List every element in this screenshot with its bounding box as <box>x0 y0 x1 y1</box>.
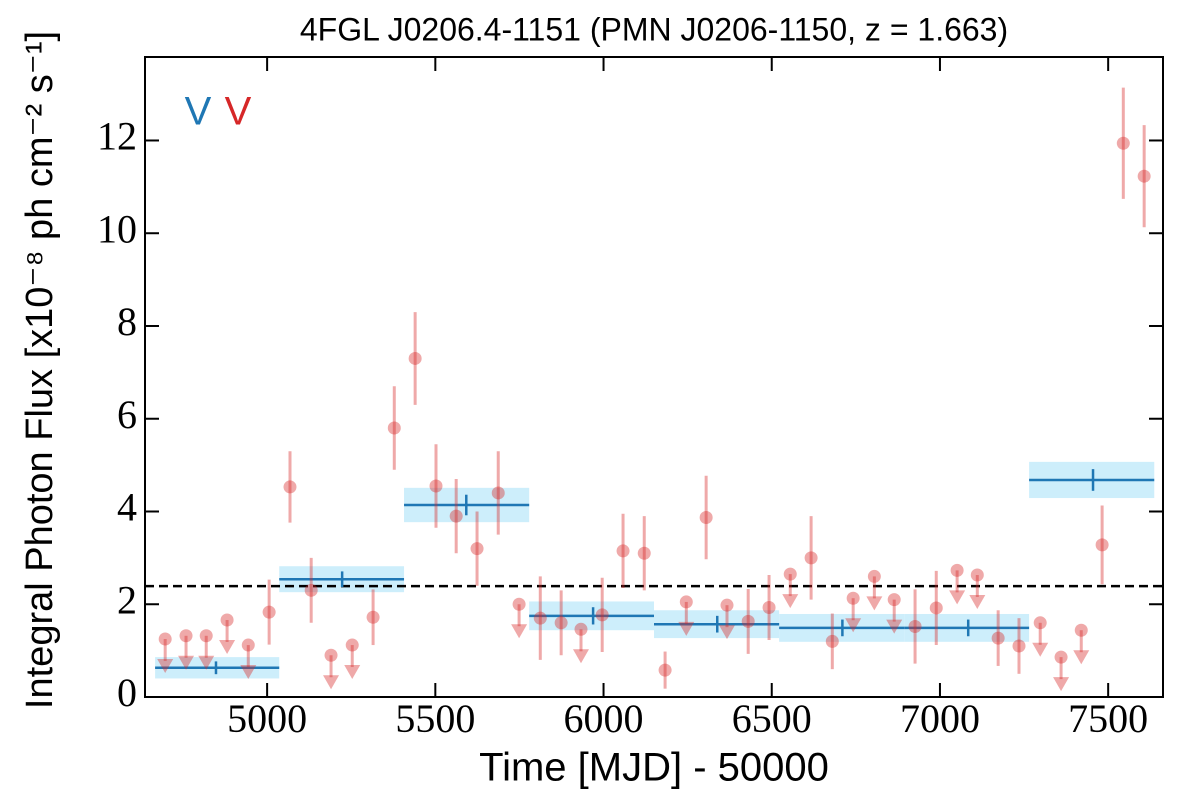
x-tick-label: 6500 <box>732 696 812 741</box>
data-point <box>449 509 463 523</box>
data-point <box>366 610 380 624</box>
data-point <box>825 634 839 648</box>
data-point <box>554 616 568 630</box>
upper-limit-point <box>179 629 193 643</box>
upper-limit-arrow <box>866 596 883 611</box>
data-point <box>408 351 422 365</box>
upper-limit-arrow <box>782 594 799 609</box>
upper-limit-point <box>1054 650 1068 664</box>
upper-limit-point <box>846 591 860 605</box>
data-point <box>1116 136 1130 150</box>
data-point <box>1137 169 1151 183</box>
x-tick-label: 7500 <box>1068 696 1148 741</box>
upper-limit-arrow <box>240 665 257 680</box>
y-tick-label: 12 <box>97 114 137 159</box>
data-point <box>616 544 630 558</box>
upper-limit-arrow <box>678 621 695 636</box>
y-tick-label: 2 <box>117 577 137 622</box>
upper-limit-point <box>199 629 213 643</box>
upper-limit-point <box>1074 623 1088 637</box>
data-point <box>304 583 318 597</box>
upper-limit-arrow <box>1073 650 1090 665</box>
x-tick-label: 5000 <box>227 696 307 741</box>
upper-limit-point <box>345 638 359 652</box>
data-point <box>1095 538 1109 552</box>
upper-limit-point <box>970 568 984 582</box>
y-tick-label: 0 <box>117 670 137 715</box>
upper-limit-point <box>1033 616 1047 630</box>
data-point <box>991 631 1005 645</box>
upper-limit-arrow <box>969 595 986 610</box>
upper-limit-arrow <box>886 619 903 634</box>
y-tick-label: 10 <box>97 206 137 251</box>
upper-limit-point <box>950 563 964 577</box>
x-axis-label: Time [MJD] - 50000 <box>479 746 829 790</box>
y-tick-label: 8 <box>117 299 137 344</box>
upper-limit-arrow <box>344 665 361 680</box>
upper-limit-arrow <box>157 659 174 674</box>
upper-limit-point <box>512 597 526 611</box>
data-point <box>387 421 401 435</box>
data-point <box>491 486 505 500</box>
data-point <box>533 611 547 625</box>
upper-limit-point <box>679 595 693 609</box>
data-point <box>762 600 776 614</box>
data-point <box>908 620 922 634</box>
chart-title: 4FGL J0206.4-1151 (PMN J0206-1150, z = 1… <box>300 11 1008 47</box>
x-tick-label: 7000 <box>900 696 980 741</box>
upper-limit-arrow <box>845 618 862 633</box>
data-point <box>741 614 755 628</box>
upper-limit-arrow <box>719 625 736 640</box>
upper-limit-point <box>241 638 255 652</box>
upper-limit-arrow <box>949 590 966 605</box>
upper-limit-point <box>158 632 172 646</box>
y-tick-label: 6 <box>117 392 137 437</box>
x-tick-label: 5500 <box>395 696 475 741</box>
upper-limit-arrow <box>1053 677 1070 692</box>
legend-entry: V <box>185 90 212 134</box>
upper-limit-point <box>887 593 901 607</box>
upper-limit-point <box>324 648 338 662</box>
upper-limit-point <box>574 622 588 636</box>
data-point <box>637 546 651 560</box>
data-point <box>804 551 818 565</box>
upper-limit-arrow <box>1032 642 1049 657</box>
data-point <box>262 605 276 619</box>
y-tick-label: 4 <box>117 485 137 530</box>
plot-frame <box>144 56 1164 698</box>
x-tick-label: 6000 <box>564 696 644 741</box>
y-axis-label: Integral Photon Flux [x10⁻⁸ ph cm⁻² s⁻¹] <box>19 31 61 709</box>
legend-entry: V <box>225 90 252 134</box>
data-point <box>470 542 484 556</box>
data-point <box>429 479 443 493</box>
upper-limit-arrow <box>511 624 528 639</box>
upper-limit-point <box>720 598 734 612</box>
upper-limit-point <box>783 567 797 581</box>
upper-limit-arrow <box>178 655 195 670</box>
upper-limit-arrow <box>572 649 589 664</box>
data-point <box>595 608 609 622</box>
upper-limit-arrow <box>219 640 236 655</box>
data-point <box>699 511 713 525</box>
data-point <box>283 480 297 494</box>
upper-limit-point <box>220 613 234 627</box>
upper-limit-point <box>867 569 881 583</box>
data-point <box>658 663 672 677</box>
data-point <box>1012 639 1026 653</box>
upper-limit-arrow <box>323 675 340 690</box>
data-point <box>929 601 943 615</box>
upper-limit-arrow <box>198 655 215 670</box>
